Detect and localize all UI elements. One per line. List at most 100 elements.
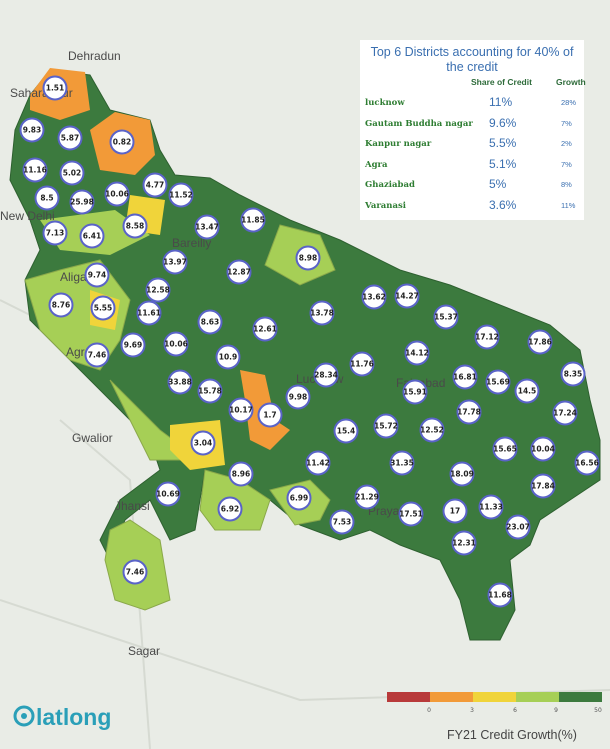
bubble-value: 17.86	[528, 338, 552, 347]
district-bubble: 10.06	[104, 181, 130, 207]
growth: 7%	[561, 118, 572, 128]
bubble-value: 7.46	[88, 351, 107, 360]
bubble-value: 8.63	[201, 318, 220, 327]
bubble-circle	[142, 172, 168, 198]
district-bubble: 17.84	[530, 473, 556, 499]
district-bubble: 11.16	[22, 157, 48, 183]
bubble-circle	[215, 344, 241, 370]
district-bubble: 10.69	[155, 481, 181, 507]
bubble-circle	[22, 157, 48, 183]
bubble-circle	[452, 364, 478, 390]
place-label: New Delhi	[0, 209, 55, 223]
bubble-circle	[252, 316, 278, 342]
district-bubble: 15.4	[333, 418, 359, 444]
credit-share: 5%	[489, 177, 507, 191]
district-bubble: 9.98	[285, 384, 311, 410]
bubble-circle	[373, 413, 399, 439]
bubble-circle	[474, 324, 500, 350]
district-bubble: 17.78	[456, 399, 482, 425]
panel-header: Growth	[556, 77, 586, 87]
growth: 28%	[561, 98, 577, 107]
bubble-circle	[530, 436, 556, 462]
bubble-value: 12.31	[452, 539, 476, 548]
district-bubble: 11.42	[305, 450, 331, 476]
bubble-circle	[419, 417, 445, 443]
bubble-circle	[90, 295, 116, 321]
bubble-circle	[404, 340, 430, 366]
bubble-circle	[485, 369, 511, 395]
district-bubble: 21.29	[354, 484, 380, 510]
district-bubble: 11.68	[487, 582, 513, 608]
bubble-value: 6.99	[290, 494, 309, 503]
bubble-circle	[19, 117, 45, 143]
panel-row: Ghaziabad 5% 8%	[365, 177, 580, 195]
district-bubble: 17.51	[398, 501, 424, 527]
bubble-circle	[104, 181, 130, 207]
bubble-value: 3.04	[194, 439, 213, 448]
panel-row: Varanasi 3.6% 11%	[365, 198, 580, 216]
district-bubble: 0.82	[109, 129, 135, 155]
bubble-value: 13.62	[362, 293, 386, 302]
district-bubble: 10.17	[228, 397, 254, 423]
district-bubble: 15.65	[492, 436, 518, 462]
district-bubble: 25.98	[69, 189, 95, 215]
bubble-circle	[530, 473, 556, 499]
district-bubble: 14.12	[404, 340, 430, 366]
credit-share: 9.6%	[489, 115, 517, 130]
district-bubble: 8.98	[295, 245, 321, 271]
bubble-circle	[433, 304, 459, 330]
bubble-circle	[122, 559, 148, 585]
bubble-value: 1.51	[46, 84, 65, 93]
district-bubble: 31.35	[389, 450, 415, 476]
district-bubble: 14.27	[394, 283, 420, 309]
bubble-value: 1.7	[263, 411, 276, 420]
district-bubble: 6.41	[79, 223, 105, 249]
bubble-circle	[527, 329, 553, 355]
district-bubble: 12.61	[252, 316, 278, 342]
district-bubble: 8.5	[34, 185, 60, 211]
legend-tick-label: 3	[470, 707, 474, 714]
district-bubble: 33.88	[167, 369, 193, 395]
bubble-circle	[402, 379, 428, 405]
district-bubble: 16.56	[574, 450, 600, 476]
bubble-value: 8.35	[564, 370, 583, 379]
bubble-value: 16.81	[453, 373, 477, 382]
district-bubble: 12.52	[419, 417, 445, 443]
bubble-circle	[285, 384, 311, 410]
bubble-circle	[442, 498, 468, 524]
district-bubble: 12.58	[145, 277, 171, 303]
bubble-value: 13.78	[310, 309, 334, 318]
bubble-circle	[389, 450, 415, 476]
panel-row: Agra 5.1% 7%	[365, 157, 580, 175]
bubble-value: 17	[450, 507, 460, 516]
district-bubble: 3.04	[190, 430, 216, 456]
bubble-value: 17.51	[399, 510, 423, 519]
district-bubble: 16.81	[452, 364, 478, 390]
district-bubble: 12.87	[226, 259, 252, 285]
district-bubble: 5.55	[90, 295, 116, 321]
district-bubble: 8.76	[48, 292, 74, 318]
bubble-value: 9.74	[88, 271, 107, 280]
bubble-value: 23.07	[506, 523, 530, 532]
bubble-circle	[228, 397, 254, 423]
bubble-circle	[168, 182, 194, 208]
bubble-circle	[145, 277, 171, 303]
district-bubble: 11.52	[168, 182, 194, 208]
bubble-circle	[136, 300, 162, 326]
bubble-value: 7.53	[333, 518, 352, 527]
district-bubble: 1.7	[257, 402, 283, 428]
district-bubble: 5.87	[57, 125, 83, 151]
bubble-circle	[449, 461, 475, 487]
district-bubble: 13.62	[361, 284, 387, 310]
bubble-value: 0.82	[113, 138, 132, 147]
district-bubble: 15.69	[485, 369, 511, 395]
bubble-value: 4.77	[146, 181, 165, 190]
legend-title: FY21 Credit Growth(%)	[447, 728, 577, 742]
district-bubble: 15.72	[373, 413, 399, 439]
bubble-value: 15.65	[493, 445, 517, 454]
credit-share: 5.5%	[489, 136, 517, 150]
credit-share: 5.1%	[489, 156, 517, 171]
bubble-value: 13.97	[163, 258, 187, 267]
bubble-value: 8.5	[40, 194, 53, 203]
